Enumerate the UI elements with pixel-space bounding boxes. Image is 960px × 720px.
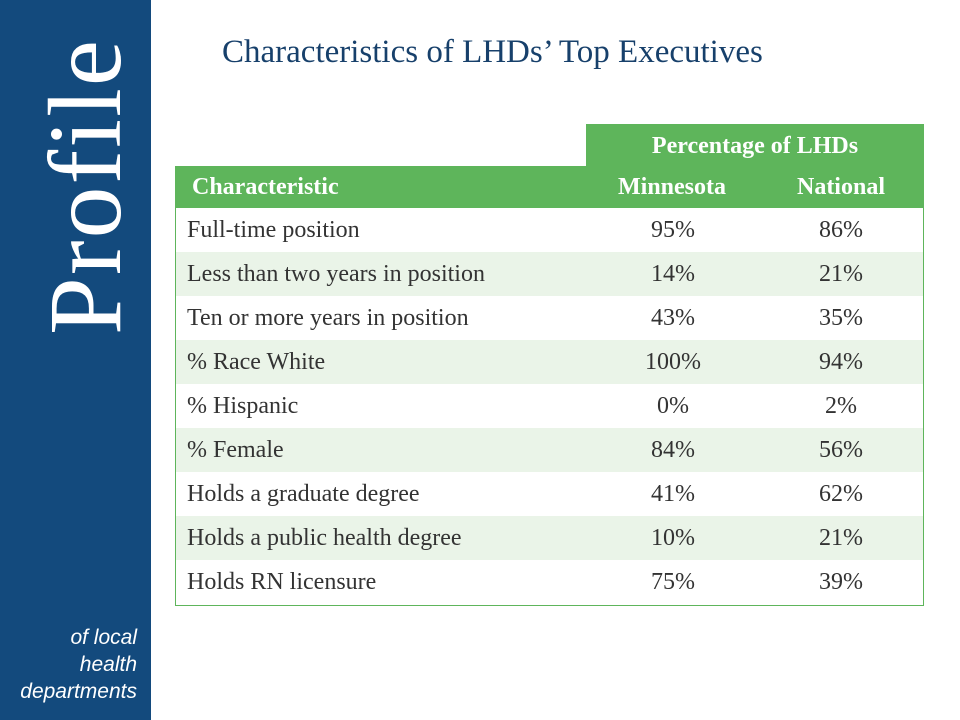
characteristic-cell: Holds a graduate degree (187, 480, 420, 507)
table-row: Less than two years in position 14% 21% (176, 252, 923, 296)
profile-logo-text: Profile (28, 37, 143, 335)
header-characteristic: Characteristic (192, 173, 339, 200)
characteristic-cell: Full-time position (187, 216, 360, 243)
national-value: 56% (819, 436, 863, 463)
table-body: Full-time position 95% 86% Less than two ye… (175, 208, 924, 606)
characteristic-cell: Less than two years in position (187, 260, 485, 287)
percentage-header: Percentage of LHDs (586, 124, 924, 166)
national-value: 21% (819, 524, 863, 551)
characteristic-cell: Ten or more years in position (187, 304, 469, 331)
table-row: Full-time position 95% 86% (176, 208, 923, 252)
header-national: National (796, 173, 885, 200)
minnesota-value: 84% (651, 436, 695, 463)
tagline-line: health (79, 653, 137, 676)
minnesota-value: 0% (657, 392, 689, 419)
minnesota-value: 100% (645, 348, 701, 375)
table-row: Holds a public health degree 10% 21% (176, 516, 923, 560)
national-value: 39% (819, 568, 863, 595)
table-row: % Female 84% 56% (176, 428, 923, 472)
header-minnesota: Minnesota (618, 173, 726, 200)
slide-title: Characteristics of LHDs’ Top Executives (222, 34, 763, 70)
national-value: 62% (819, 480, 863, 507)
tagline-line: departments (20, 680, 137, 703)
minnesota-value: 75% (651, 568, 695, 595)
table-row: Ten or more years in position 43% 35% (176, 296, 923, 340)
national-value: 2% (825, 392, 857, 419)
national-value: 94% (819, 348, 863, 375)
characteristic-cell: % Hispanic (187, 392, 299, 419)
tagline: of local health departments (0, 624, 137, 705)
table-row: % Race White 100% 94% (176, 340, 923, 384)
minnesota-value: 41% (651, 480, 695, 507)
minnesota-value: 14% (651, 260, 695, 287)
table-row: Holds a graduate degree 41% 62% (176, 472, 923, 516)
characteristic-cell: % Race White (187, 348, 326, 375)
table-row: % Hispanic 0% 2% (176, 384, 923, 428)
national-value: 35% (819, 304, 863, 331)
national-value: 86% (819, 216, 863, 243)
national-value: 21% (819, 260, 863, 287)
characteristic-cell: % Female (187, 436, 284, 463)
minnesota-value: 95% (651, 216, 695, 243)
table-row: Holds RN licensure 75% 39% (176, 560, 923, 604)
sidebar: Profile of local health departments (0, 0, 151, 720)
minnesota-value: 10% (651, 524, 695, 551)
minnesota-value: 43% (651, 304, 695, 331)
characteristics-table: Percentage of LHDs Characteristic Minnes… (175, 124, 924, 607)
tagline-line: of local (70, 626, 137, 649)
characteristic-cell: Holds RN licensure (187, 568, 377, 595)
characteristic-cell: Holds a public health degree (187, 524, 462, 551)
table-header-row: Characteristic Minnesota National (175, 166, 924, 208)
